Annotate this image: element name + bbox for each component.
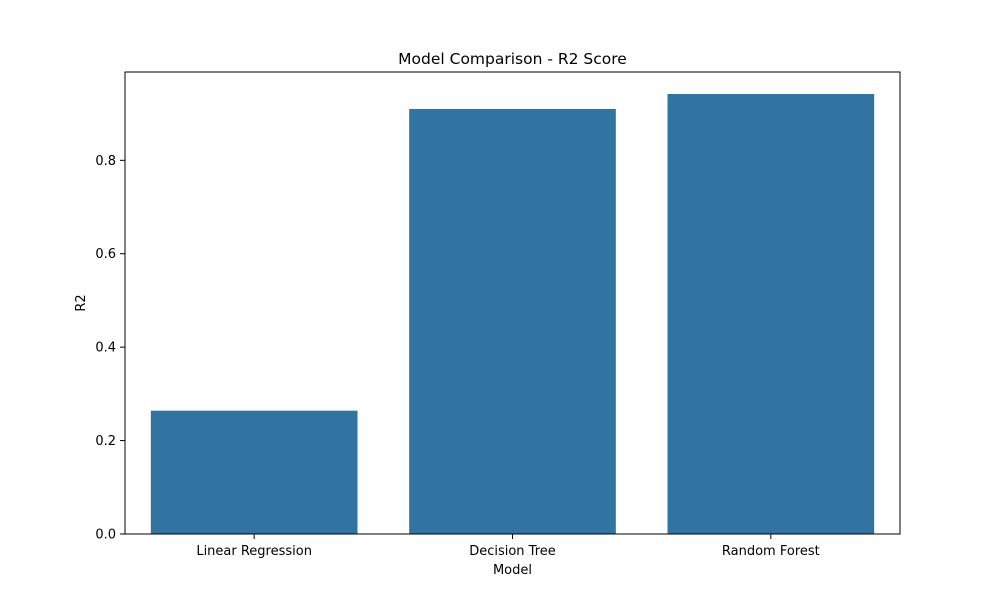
y-tick-label: 0.6: [95, 247, 116, 262]
bars-group: [150, 94, 875, 534]
x-tick-label: Random Forest: [722, 544, 820, 559]
y-axis-label: R2: [74, 294, 89, 311]
x-tick-label: Linear Regression: [196, 544, 312, 559]
y-axis-ticks: 0.0 0.2 0.4 0.6 0.8: [95, 154, 125, 543]
bar-linear-regression: [150, 410, 358, 534]
x-tick-label: Decision Tree: [469, 544, 556, 559]
bar-random-forest: [667, 94, 875, 534]
bar-decision-tree: [409, 108, 616, 534]
y-tick-label: 0.8: [95, 154, 116, 169]
y-tick-label: 0.4: [95, 341, 116, 356]
chart-title: Model Comparison - R2 Score: [398, 50, 627, 68]
y-tick-label: 0.0: [95, 528, 116, 543]
y-tick-label: 0.2: [95, 434, 116, 449]
plot-frame: [124, 71, 901, 535]
x-axis-ticks: Linear Regression Decision Tree Random For…: [196, 534, 820, 559]
x-axis-label: Model: [493, 563, 532, 578]
